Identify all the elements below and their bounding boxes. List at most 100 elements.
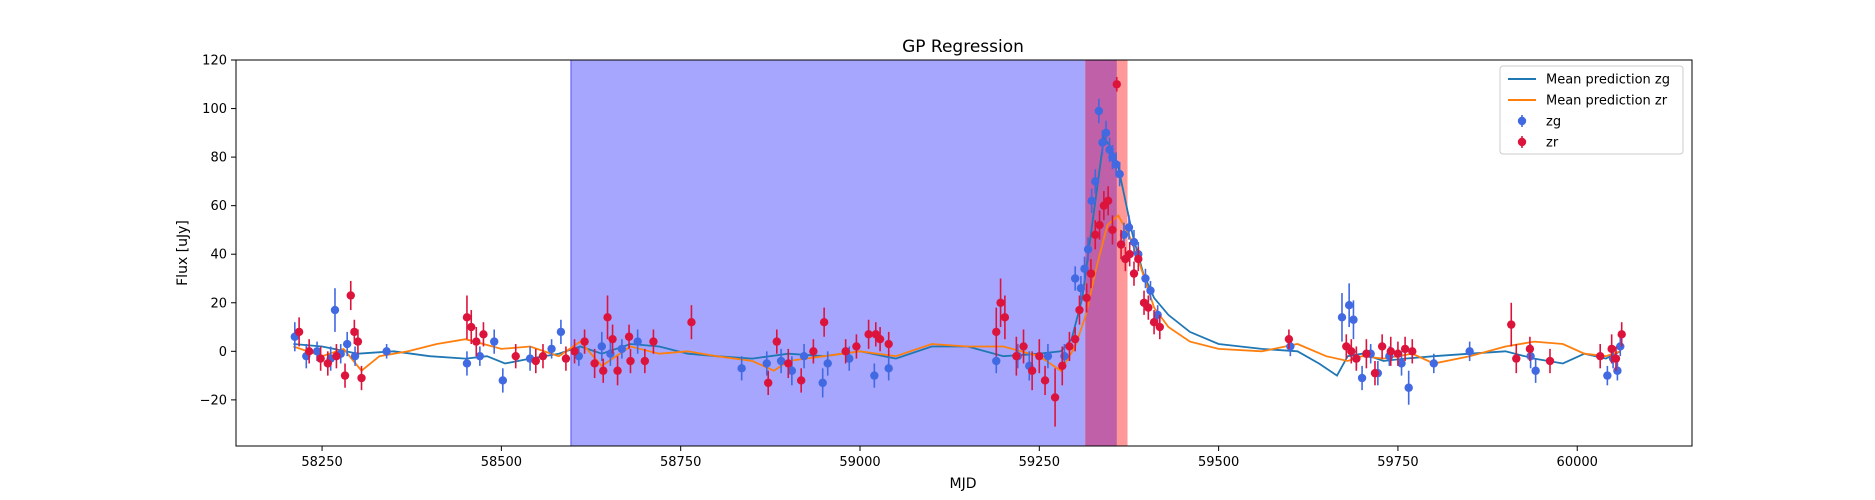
x-tick-label: 59000	[839, 455, 880, 470]
point-zr	[1112, 80, 1121, 89]
point-zr	[1149, 317, 1159, 327]
x-tick-label: 58750	[660, 455, 701, 470]
point-zg	[1098, 138, 1107, 147]
point-zg	[1094, 106, 1104, 116]
point-zr	[649, 337, 658, 346]
point-zg	[556, 327, 566, 337]
point-zr	[1352, 354, 1361, 363]
point-zr	[1129, 269, 1139, 278]
point-zr	[1086, 269, 1096, 278]
point-zr	[1611, 354, 1621, 363]
point-zr	[580, 337, 589, 346]
point-zr	[1347, 347, 1356, 356]
legend-label: Mean prediction zr	[1546, 94, 1668, 109]
point-zg	[1616, 342, 1625, 351]
point-zr	[1144, 303, 1153, 312]
point-zr	[472, 337, 481, 346]
point-zr	[346, 291, 355, 300]
point-zr	[841, 347, 850, 356]
point-zr	[1116, 240, 1126, 249]
point-zg	[617, 344, 627, 354]
point-zg	[762, 359, 771, 368]
point-zr	[316, 354, 325, 363]
point-zg	[1129, 237, 1139, 247]
point-zr	[626, 356, 635, 366]
point-zr	[1595, 351, 1605, 361]
point-zr	[1108, 225, 1117, 235]
y-tick-label: 20	[210, 296, 227, 311]
point-zr	[570, 347, 579, 356]
point-zr	[1027, 366, 1037, 375]
legend-label: zr	[1546, 136, 1559, 151]
point-zr	[323, 359, 333, 368]
point-zr	[809, 347, 818, 356]
point-zr	[1370, 368, 1380, 378]
point-zr	[1040, 376, 1050, 385]
point-zg	[1337, 313, 1347, 322]
point-zg	[1465, 347, 1474, 356]
point-zr	[603, 313, 612, 322]
point-zg	[845, 354, 854, 363]
point-zg	[776, 356, 786, 366]
point-zg	[475, 351, 485, 361]
point-zg	[382, 347, 391, 356]
legend-marker-swatch	[1517, 116, 1527, 126]
plot-frame	[235, 59, 1693, 447]
point-zg	[597, 342, 606, 351]
y-tick-label: 60	[210, 199, 227, 214]
y-tick-label: −20	[200, 393, 227, 408]
x-axis: 58250 58500 58750 59000 59250 59500 59750 60000	[301, 446, 1598, 470]
point-zg	[1087, 196, 1096, 206]
point-zr	[996, 298, 1005, 307]
point-zg	[1613, 366, 1622, 375]
point-zg	[787, 366, 797, 375]
point-zg	[1111, 160, 1121, 169]
point-zr	[1070, 334, 1080, 344]
point-zr	[819, 317, 829, 327]
point-zr	[332, 351, 341, 361]
point-zr	[864, 330, 873, 339]
point-zr	[538, 351, 548, 361]
point-zg	[737, 364, 746, 373]
point-zr	[763, 378, 773, 388]
point-zg	[823, 359, 832, 368]
point-zr	[1000, 313, 1010, 322]
point-zg	[1091, 177, 1100, 186]
legend-label: zg	[1546, 115, 1561, 130]
point-zr	[784, 359, 793, 368]
point-zr	[1095, 220, 1104, 230]
point-zr	[1103, 196, 1113, 206]
point-zr	[1065, 342, 1074, 351]
legend-box	[1499, 65, 1684, 155]
x-tick-label: 59750	[1377, 455, 1418, 470]
point-zr	[1058, 361, 1067, 371]
point-zr	[350, 327, 359, 337]
legend: Mean prediction zg Mean prediction zr zg zr	[1499, 65, 1684, 155]
point-zg	[312, 347, 322, 356]
point-zr	[599, 366, 608, 375]
line-mean-prediction-zg	[293, 135, 1621, 377]
point-zg	[350, 351, 360, 361]
point-zr	[1377, 342, 1387, 351]
x-tick-label: 60000	[1557, 455, 1598, 470]
point-zr	[613, 366, 622, 375]
point-zr	[624, 332, 634, 341]
point-zg	[1603, 371, 1612, 380]
point-zr	[1512, 354, 1521, 363]
point-zg	[1124, 223, 1134, 232]
x-tick-label: 59250	[1019, 455, 1060, 470]
point-zr	[1035, 351, 1044, 361]
point-zr	[1525, 344, 1535, 354]
point-zg	[1070, 274, 1080, 283]
point-zr	[796, 376, 806, 385]
point-zr	[1082, 293, 1091, 303]
x-tick-label: 58250	[301, 455, 342, 470]
point-zg	[1043, 351, 1053, 361]
y-tick-label: 100	[202, 102, 227, 117]
point-zg	[1349, 315, 1358, 324]
point-zr	[1362, 349, 1371, 358]
point-zg	[498, 376, 508, 385]
point-zg	[490, 337, 499, 346]
legend-marker-swatch	[1517, 137, 1527, 147]
observation-points	[290, 76, 1626, 427]
